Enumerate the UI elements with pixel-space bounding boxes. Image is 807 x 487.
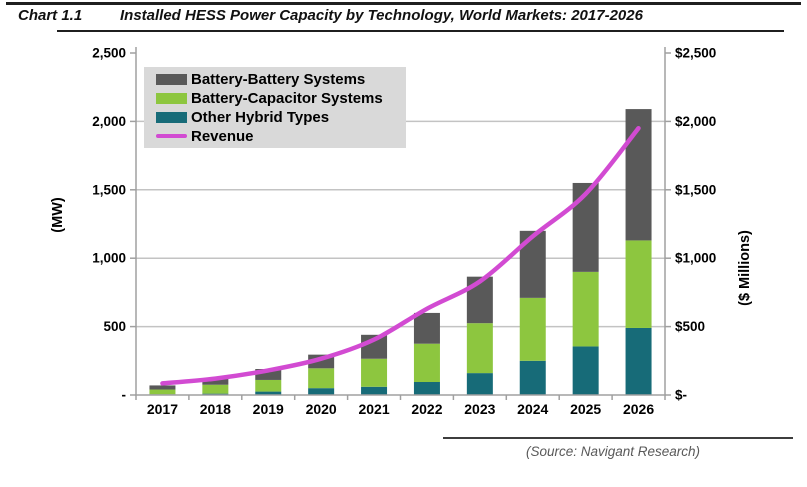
bar-segment-battery-battery-systems-2018 [202,378,229,385]
x-category-label: 2019 [253,401,284,417]
bar-segment-other-hybrid-types-2021 [361,386,388,395]
bar-segment-battery-capacitor-systems-2023 [466,323,493,374]
legend-label: Battery-Battery Systems [191,70,366,88]
bar-segment-other-hybrid-types-2022 [413,382,440,395]
x-category-label: 2026 [623,401,654,417]
left-axis-tick-label: 2,500 [92,46,126,61]
legend-label: Revenue [191,127,254,145]
other-hybrid-swatch-icon [156,111,187,123]
x-category-label: 2018 [200,401,231,417]
right-axis-tick-label: $1,000 [675,251,716,266]
left-axis-tick-label: 1,000 [92,251,126,266]
bar-segment-battery-battery-systems-2019 [255,369,282,380]
bar-segment-battery-capacitor-systems-2024 [519,297,546,361]
right-axis-title: ($ Millions) [737,230,753,306]
right-axis-tick-label: $500 [675,319,705,334]
battery-battery-swatch-icon [156,73,187,85]
right-axis-tick-label: $- [675,388,687,403]
legend-item-other-hybrid: Other Hybrid Types [156,108,406,127]
right-axis-tick-label: $2,500 [675,46,716,61]
legend-label: Other Hybrid Types [191,108,330,126]
x-category-label: 2025 [570,401,601,417]
revenue-line [160,125,641,386]
left-axis-tick-label: - [122,388,127,403]
x-category-label: 2020 [306,401,337,417]
left-axis-tick-label: 1,500 [92,182,126,197]
chart-number: Chart 1.1 [18,7,83,24]
source-credit: (Source: Navigant Research) [525,444,701,459]
chart-legend: Battery-Battery Systems Battery-Capacito… [144,67,406,148]
left-axis-tick-label: 2,000 [92,114,126,129]
legend-label: Battery-Capacitor Systems [191,89,383,107]
top-rule [6,2,801,5]
page-title: Installed HESS Power Capacity by Technol… [120,7,643,24]
x-category-label: 2023 [464,401,495,417]
right-axis-tick-label: $2,000 [675,114,716,129]
bar-segment-battery-capacitor-systems-2021 [361,358,388,387]
bar-segment-battery-capacitor-systems-2026 [625,240,652,328]
right-axis-tick-label: $1,500 [675,182,716,197]
bar-segment-battery-battery-systems-2025 [572,182,599,272]
bar-segment-battery-capacitor-systems-2022 [413,343,440,383]
legend-item-battery-capacitor: Battery-Capacitor Systems [156,89,406,108]
bar-segment-other-hybrid-types-2020 [308,388,335,395]
bar-segment-battery-capacitor-systems-2025 [572,271,599,347]
battery-capacitor-swatch-icon [156,92,187,104]
bar-segment-battery-capacitor-systems-2019 [255,379,282,392]
x-category-label: 2021 [358,401,389,417]
legend-item-revenue: Revenue [156,127,406,146]
x-category-label: 2017 [147,401,178,417]
bar-segment-other-hybrid-types-2023 [466,373,493,395]
bar-segment-other-hybrid-types-2026 [625,327,652,395]
left-axis-title: (MW) [50,197,66,233]
x-category-label: 2022 [411,401,442,417]
bar-segment-other-hybrid-types-2025 [572,346,599,395]
x-category-label: 2024 [517,401,548,417]
bar-segment-battery-battery-systems-2017 [149,385,176,390]
bar-segment-other-hybrid-types-2019 [255,391,282,395]
revenue-line-swatch-icon [156,134,187,138]
bar-segment-battery-capacitor-systems-2017 [149,389,176,395]
bar-segment-battery-battery-systems-2024 [519,230,546,298]
legend-item-battery-battery: Battery-Battery Systems [156,70,406,89]
title-underline [57,30,784,32]
bar-segment-battery-capacitor-systems-2018 [202,384,229,394]
bar-segment-battery-battery-systems-2022 [413,312,440,344]
bar-segment-other-hybrid-types-2024 [519,360,546,395]
footer-rule [443,437,793,439]
bar-segment-battery-capacitor-systems-2020 [308,368,335,389]
left-axis-tick-label: 500 [103,319,126,334]
